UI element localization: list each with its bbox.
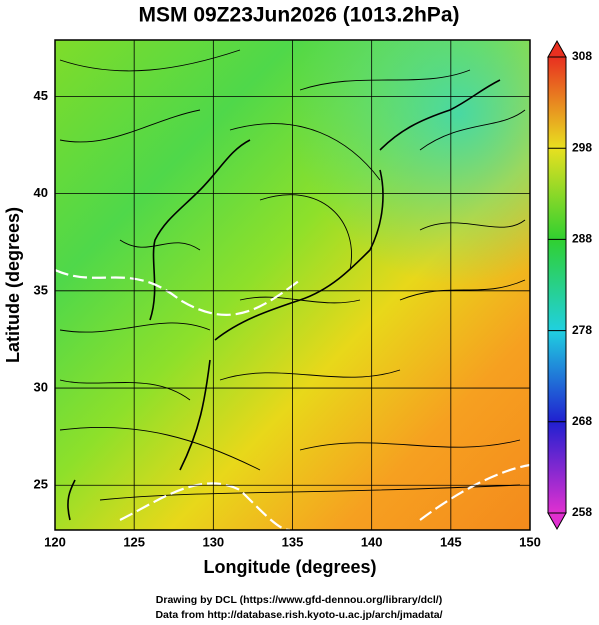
y-tick-label: 35 <box>34 282 48 297</box>
x-axis-label: Longitude (degrees) <box>203 557 376 577</box>
x-tick-label: 135 <box>282 534 304 549</box>
y-tick-label: 45 <box>34 88 48 103</box>
colorbar-tick-label: 268 <box>572 414 592 428</box>
x-tick-label: 145 <box>440 534 462 549</box>
y-tick-label: 30 <box>34 379 48 394</box>
credit: Drawing by DCL (https://www.gfd-dennou.o… <box>156 594 442 606</box>
credit: Data from http://database.rish.kyoto-u.a… <box>155 609 442 621</box>
x-tick-label: 120 <box>44 534 66 549</box>
colorbar-tick-label: 308 <box>572 49 592 63</box>
contours <box>55 268 530 530</box>
y-tick-label: 25 <box>34 477 48 492</box>
x-tick-label: 125 <box>123 534 145 549</box>
x-tick-label: 150 <box>519 534 541 549</box>
colorbar-tick-label: 258 <box>572 505 592 519</box>
colorbar-tick-label: 298 <box>572 140 592 154</box>
colorbar <box>547 56 567 514</box>
streamlines <box>59 49 526 501</box>
title: MSM 09Z23Jun2026 (1013.2hPa) <box>139 4 460 27</box>
coastlines <box>67 79 501 521</box>
x-tick-label: 140 <box>361 534 383 549</box>
colorbar-max-arrow <box>547 39 567 58</box>
y-tick-label: 40 <box>34 185 48 200</box>
y-axis-label: Latitude (degrees) <box>3 207 23 363</box>
x-tick-label: 130 <box>202 534 224 549</box>
colorbar-tick-label: 278 <box>572 323 592 337</box>
colorbar-tick-label: 288 <box>572 232 592 246</box>
colorbar-min-arrow <box>547 512 567 531</box>
